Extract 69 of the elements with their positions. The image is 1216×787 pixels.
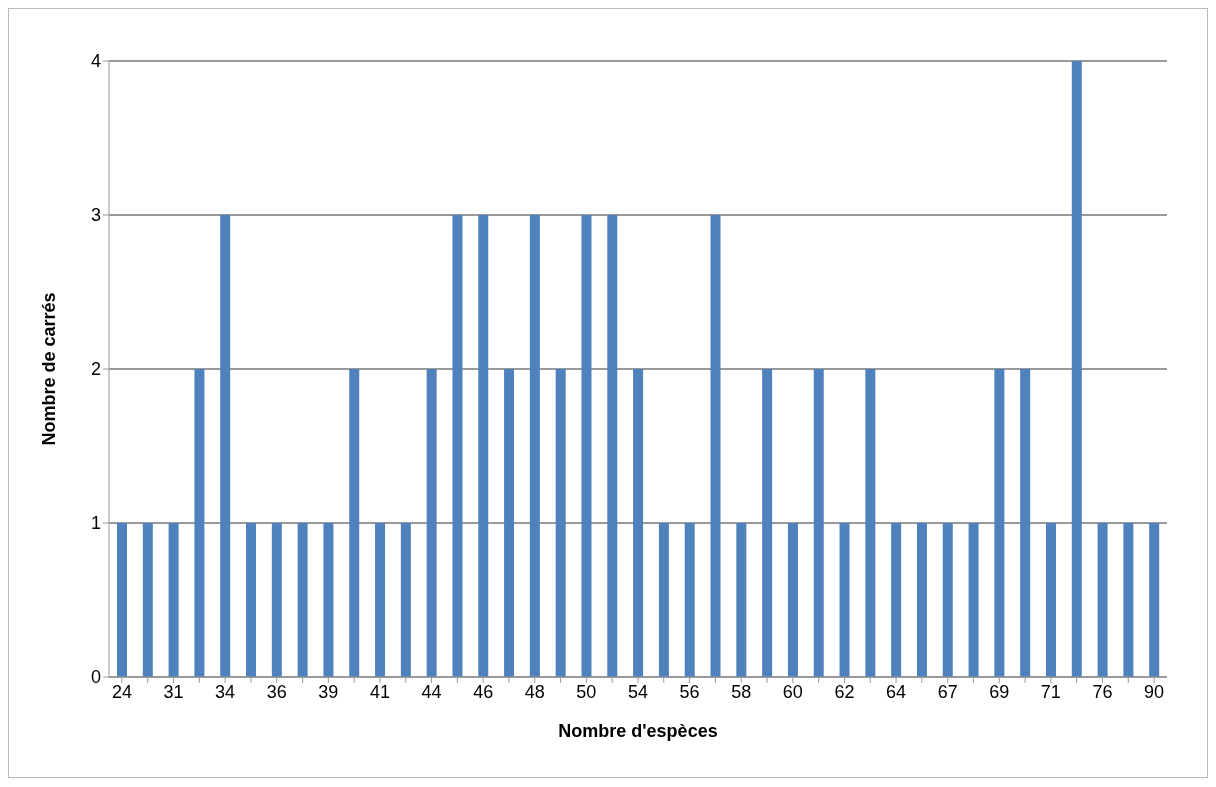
bar [762,369,773,677]
x-tick-label: 24 [111,681,132,702]
x-tick-label: 71 [1040,681,1061,702]
bar [1071,61,1082,677]
y-tick-label: 2 [90,359,101,380]
bar [142,523,153,677]
y-tick-label: 1 [90,513,101,534]
x-tick-label: 36 [266,681,287,702]
x-tick-label: 41 [369,681,390,702]
bar [529,215,540,677]
x-tick-label: 69 [989,681,1010,702]
bar [297,523,308,677]
bar [1097,523,1108,677]
y-tick-label: 3 [90,205,101,226]
bar [787,523,798,677]
bar [607,215,618,677]
bar [839,523,850,677]
bar [710,215,721,677]
x-tick-label: 60 [782,681,803,702]
bar [271,523,282,677]
y-tick-label: 0 [90,667,101,688]
bar [994,369,1005,677]
x-tick-label: 50 [576,681,597,702]
x-tick-label: 54 [627,681,649,702]
bar [736,523,747,677]
bar [194,369,205,677]
bar [452,215,463,677]
bar [968,523,979,677]
x-tick-label: 58 [731,681,752,702]
bar [478,215,489,677]
bar [1045,523,1056,677]
bar [168,523,179,677]
x-tick-label: 31 [163,681,184,702]
bar [220,215,231,677]
x-tick-label: 76 [1092,681,1113,702]
bar [916,523,927,677]
bar [555,369,566,677]
x-tick-label: 64 [886,681,907,702]
bar [633,369,644,677]
bar [323,523,334,677]
x-tick-label: 48 [524,681,545,702]
x-tick-label: 90 [1144,681,1165,702]
bar [349,369,360,677]
bar [1123,523,1134,677]
bar [891,523,902,677]
x-tick-label: 39 [318,681,339,702]
bar [942,523,953,677]
x-axis-title: Nombre d'espèces [558,721,718,741]
y-axis-title: Nombre de carrés [39,292,60,446]
bar [865,369,876,677]
x-tick-label: 46 [473,681,494,702]
bar [117,523,127,677]
bar [426,369,437,677]
bar [813,369,824,677]
bar [658,523,669,677]
bar [400,523,411,677]
x-tick-label: 34 [215,681,236,702]
y-tick-label: 4 [90,51,101,72]
bar [1149,523,1160,677]
bar [504,369,515,677]
bar [246,523,257,677]
bar [581,215,592,677]
x-tick-label: 67 [937,681,958,702]
x-tick-label: 56 [679,681,700,702]
bar [375,523,386,677]
x-tick-label: 62 [834,681,855,702]
x-tick-label: 44 [421,681,442,702]
bar [1020,369,1031,677]
bar [684,523,695,677]
